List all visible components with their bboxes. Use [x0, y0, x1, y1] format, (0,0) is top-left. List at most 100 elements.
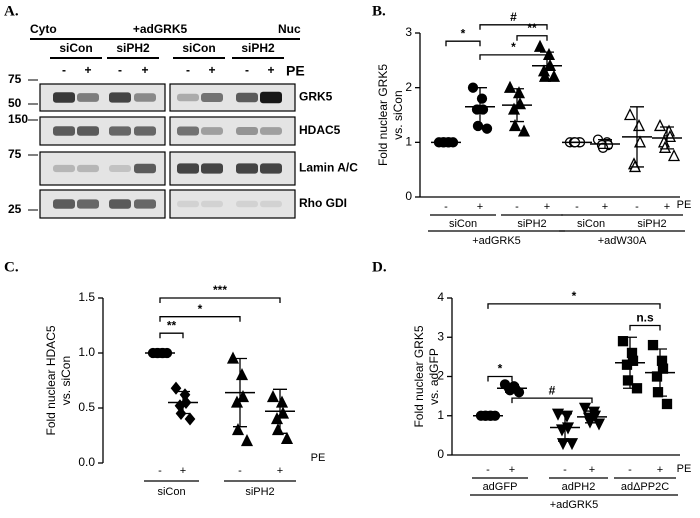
dot	[517, 124, 531, 137]
supergroup-label: +adGRK5	[472, 235, 521, 247]
blot-header: +adGRK5	[133, 22, 188, 36]
band	[134, 93, 156, 102]
protein-label: Lamin A/C	[299, 161, 358, 175]
error-bar	[176, 390, 190, 415]
significance-label: ***	[213, 283, 227, 297]
x-tick-label: +	[509, 464, 515, 476]
group-label: siCon	[157, 486, 185, 498]
group-label: adGFP	[483, 481, 518, 493]
dot	[508, 118, 522, 132]
x-tick-label: -	[563, 464, 567, 476]
dot	[617, 336, 629, 347]
error-bar	[623, 336, 637, 389]
x-tick-label: +	[664, 201, 670, 213]
mw-marker: 150	[8, 112, 28, 126]
band	[109, 126, 131, 136]
x-tick-label: +	[277, 465, 283, 477]
x-tick-label: -	[575, 201, 579, 213]
mw-marker: 25	[8, 202, 22, 216]
group-label: siPH2	[517, 218, 546, 230]
significance-label: *	[461, 26, 466, 40]
treatment-name: PE	[286, 63, 305, 79]
band	[77, 93, 99, 102]
band	[177, 163, 199, 174]
significance-bracket	[487, 303, 661, 309]
dot	[667, 149, 681, 162]
treatment-label: +	[208, 63, 215, 77]
y-tick-label: 1.5	[78, 290, 95, 304]
protein-label: GRK5	[299, 90, 333, 104]
y-tick-label: 0	[437, 447, 444, 461]
band	[134, 199, 156, 209]
band	[177, 200, 199, 208]
x-tick-label: +	[657, 464, 663, 476]
panel-letter: D.	[372, 259, 387, 275]
dot	[622, 375, 634, 386]
significance-bracket	[445, 40, 481, 47]
x-tick-label: +	[602, 201, 608, 213]
dot	[652, 387, 664, 398]
y-axis-label: vs. siCon	[391, 90, 405, 139]
x-tick-label: -	[515, 201, 519, 213]
lane-label: siPH2	[241, 41, 275, 55]
band	[201, 127, 223, 135]
group-label: siPH2	[637, 218, 666, 230]
supergroup-label: +adGRK5	[550, 499, 599, 511]
band	[134, 163, 156, 174]
dot	[653, 118, 667, 132]
x-axis-label: PE	[311, 452, 326, 464]
error-bar	[473, 87, 487, 127]
band	[236, 163, 258, 174]
panel-letter: B.	[372, 3, 386, 19]
mw-marker: 75	[8, 147, 22, 161]
band	[109, 92, 131, 103]
dot	[578, 402, 592, 415]
group-label: siCon	[577, 218, 605, 230]
band	[260, 127, 282, 135]
treatment-label: -	[62, 63, 66, 77]
band	[53, 164, 75, 173]
significance-label: n.s	[636, 311, 654, 325]
x-tick-label: +	[589, 464, 595, 476]
x-tick-label: -	[158, 465, 162, 477]
band	[109, 199, 131, 209]
error-bar	[273, 388, 287, 434]
x-tick-label: -	[238, 465, 242, 477]
y-tick-label: 0	[405, 189, 412, 203]
dot	[476, 93, 488, 104]
y-axis-label: vs. adGFP	[427, 348, 441, 405]
treatment-label: +	[267, 63, 274, 77]
significance-bracket	[159, 297, 281, 303]
y-tick-label: 1	[437, 408, 444, 422]
y-tick-label: 2	[405, 80, 412, 94]
treatment-label: -	[186, 63, 190, 77]
significance-bracket	[159, 316, 241, 322]
y-tick-label: 0.5	[78, 400, 95, 414]
dot	[504, 385, 516, 396]
band	[77, 199, 99, 209]
y-tick-label: 4	[437, 290, 444, 304]
band	[77, 126, 99, 136]
lane-label: siPH2	[116, 41, 150, 55]
significance-bracket	[487, 375, 513, 382]
error-bar	[505, 383, 519, 393]
y-axis-label: Fold nuclear GRK5	[412, 325, 426, 427]
mw-marker: 75	[8, 72, 22, 86]
y-axis-label: Fold nuclear HDAC5	[44, 325, 58, 435]
x-tick-label: +	[180, 465, 186, 477]
band	[260, 163, 282, 174]
dot	[661, 398, 673, 410]
dot	[231, 423, 245, 436]
significance-bracket	[516, 35, 548, 41]
y-axis-label: vs. siCon	[59, 356, 73, 405]
dot	[533, 39, 547, 52]
dot	[592, 418, 606, 431]
dot	[503, 80, 517, 93]
treatment-label: +	[141, 63, 148, 77]
x-axis-label: PE	[677, 463, 692, 475]
significance-bracket	[479, 54, 548, 60]
band	[177, 93, 199, 102]
band	[201, 163, 223, 174]
band	[260, 91, 282, 104]
x-tick-label: -	[628, 464, 632, 476]
